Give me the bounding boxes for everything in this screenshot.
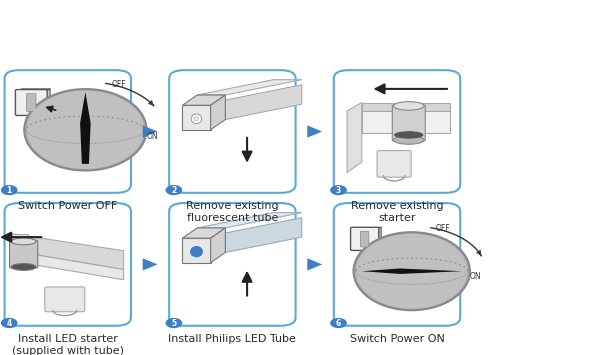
Polygon shape [197,80,302,95]
Ellipse shape [353,232,470,310]
Ellipse shape [11,238,36,245]
FancyBboxPatch shape [377,151,411,177]
Ellipse shape [11,263,36,271]
FancyBboxPatch shape [169,70,296,193]
Polygon shape [46,89,50,114]
Text: Install LED starter
(supplied with tube): Install LED starter (supplied with tube) [12,334,124,355]
Text: 1: 1 [7,186,12,195]
Text: Remove existing
starter: Remove existing starter [351,201,443,223]
Ellipse shape [394,102,424,110]
FancyBboxPatch shape [26,94,36,111]
Circle shape [166,186,182,195]
Circle shape [2,318,17,327]
FancyBboxPatch shape [10,240,38,268]
Text: OFF: OFF [435,224,450,233]
Polygon shape [143,258,157,271]
Ellipse shape [394,131,424,139]
Text: ON: ON [147,132,159,141]
Polygon shape [377,227,381,250]
Text: 6: 6 [336,318,341,328]
Ellipse shape [394,136,424,144]
Ellipse shape [24,89,146,170]
Text: Remove existing
fluorescent tube: Remove existing fluorescent tube [186,201,278,223]
FancyBboxPatch shape [350,227,379,250]
Polygon shape [226,218,302,252]
Text: OFF: OFF [112,80,127,89]
Text: 3: 3 [336,186,341,195]
Polygon shape [197,213,302,228]
Polygon shape [307,258,322,271]
FancyBboxPatch shape [182,105,211,130]
Text: Install Philips LED Tube: Install Philips LED Tube [169,334,296,344]
FancyBboxPatch shape [5,203,131,326]
Polygon shape [12,234,28,251]
Ellipse shape [194,116,199,121]
Polygon shape [362,103,450,111]
FancyBboxPatch shape [361,231,369,247]
FancyBboxPatch shape [392,105,425,141]
Polygon shape [211,228,226,263]
Ellipse shape [191,114,202,124]
Polygon shape [362,111,450,133]
Polygon shape [12,251,124,280]
Polygon shape [182,228,226,238]
Text: ON: ON [469,272,481,281]
Polygon shape [12,234,124,269]
FancyBboxPatch shape [169,203,296,326]
Ellipse shape [190,246,203,257]
Polygon shape [226,85,302,120]
FancyBboxPatch shape [45,287,85,312]
Polygon shape [143,125,157,138]
Polygon shape [182,95,226,105]
FancyBboxPatch shape [16,89,47,115]
FancyBboxPatch shape [182,238,211,263]
Text: 4: 4 [7,318,12,328]
FancyBboxPatch shape [334,70,460,193]
Text: 2: 2 [171,186,176,195]
Polygon shape [347,103,362,173]
Ellipse shape [26,91,144,169]
Circle shape [166,318,182,327]
Text: Switch Power ON: Switch Power ON [350,334,445,344]
Polygon shape [17,89,50,91]
Polygon shape [307,125,322,138]
FancyBboxPatch shape [334,203,460,326]
Polygon shape [211,95,226,130]
Text: Switch Power OFF: Switch Power OFF [18,201,118,211]
FancyBboxPatch shape [5,70,131,193]
Text: 5: 5 [172,318,176,328]
Polygon shape [12,251,28,261]
Polygon shape [80,92,91,164]
Ellipse shape [356,234,467,309]
Circle shape [2,186,17,195]
Circle shape [331,318,346,327]
Polygon shape [362,268,462,274]
Circle shape [331,186,346,195]
